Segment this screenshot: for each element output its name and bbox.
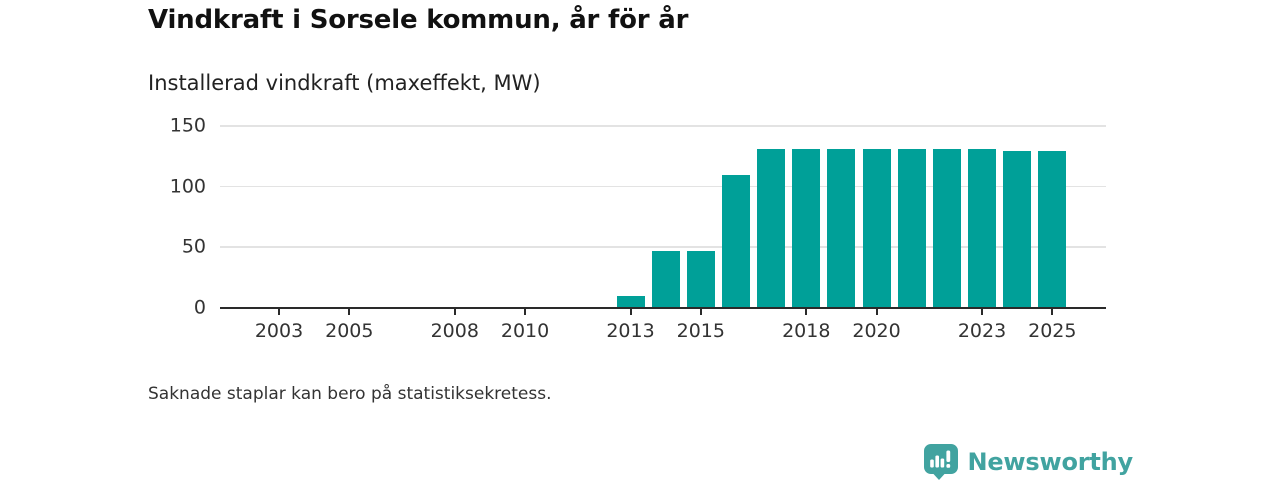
y-axis-label-100: 100	[169, 175, 206, 198]
x-axis-label-2018: 2018	[782, 320, 831, 342]
x-tick-2008	[453, 309, 456, 315]
bar-2018	[792, 149, 821, 308]
bar-2021	[897, 149, 926, 308]
x-axis-line	[220, 307, 1106, 309]
x-axis-label-2015: 2015	[676, 320, 725, 342]
x-axis-label-2003: 2003	[254, 320, 304, 342]
x-tick-2005	[348, 309, 351, 315]
x-axis-label-2025: 2025	[1028, 320, 1077, 342]
bar-2025	[1038, 151, 1067, 308]
bar-2016	[721, 174, 750, 308]
x-axis-label-2020: 2020	[852, 320, 901, 342]
bar-2015	[686, 250, 715, 308]
x-tick-2003	[278, 309, 280, 315]
gridline-100	[220, 185, 1106, 188]
x-axis-label-2023: 2023	[957, 320, 1007, 342]
bar-2024	[1003, 151, 1032, 308]
x-tick-2025	[1051, 309, 1054, 315]
bar-chart-speech-bubble-icon	[924, 444, 959, 480]
chart-title: Vindkraft i Sorsele kommun, år för år	[148, 5, 689, 35]
footnote: Saknade staplar kan bero på statistiksek…	[148, 384, 552, 404]
x-axis-label-2008: 2008	[430, 320, 479, 342]
x-axis-label-2005: 2005	[325, 320, 374, 342]
gridline-50	[220, 246, 1106, 248]
gridline-150	[220, 125, 1106, 127]
x-axis-label-2010: 2010	[500, 320, 550, 342]
x-tick-2010	[524, 309, 527, 315]
x-tick-2020	[875, 309, 878, 315]
y-axis-label-50: 50	[181, 235, 206, 258]
y-axis-label-150: 150	[169, 114, 206, 137]
newsworthy-wordmark: Newsworthy	[967, 447, 1133, 476]
chart-subtitle: Installerad vindkraft (maxeffekt, MW)	[148, 71, 541, 95]
bar-2019	[827, 149, 856, 308]
x-tick-2023	[981, 309, 983, 315]
bar-2023	[968, 149, 996, 308]
bar-2014	[651, 250, 680, 308]
y-axis-label-0: 0	[193, 296, 206, 319]
x-tick-2013	[629, 309, 632, 315]
bar-2013	[616, 295, 645, 308]
x-axis-label-2013: 2013	[606, 320, 655, 342]
bar-2017	[757, 149, 786, 308]
x-tick-2018	[805, 309, 808, 315]
bar-2022	[932, 149, 961, 308]
newsworthy-logo: Newsworthy	[923, 443, 1133, 480]
bar-2020	[862, 149, 891, 308]
x-tick-2015	[699, 309, 702, 315]
